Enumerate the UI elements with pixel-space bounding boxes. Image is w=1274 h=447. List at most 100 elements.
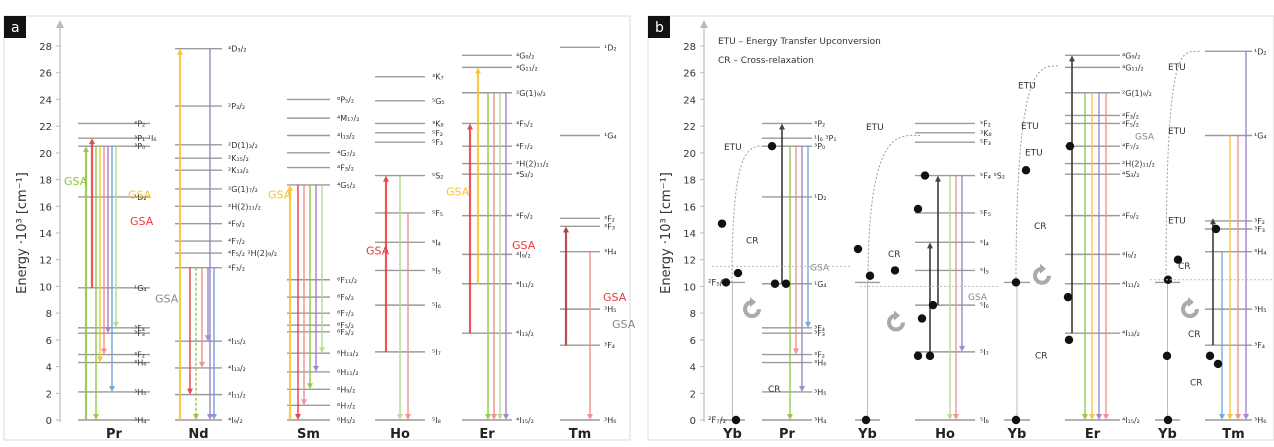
panel-b-pr-level-label: ¹I₆ ³P₁: [814, 134, 837, 143]
panel-b-pr-level-label: ³P₀: [814, 142, 825, 151]
panel-a-tick-label: 26: [39, 69, 52, 80]
panel-a-nd-level-label: ⁴F₅/₂ ²H(2)₉/₂: [228, 249, 277, 258]
panel-b-step-marker: [913, 351, 923, 361]
panel-a-tick-label: 16: [39, 202, 52, 213]
panel-b-ho-level-label: ⁵I₅: [980, 266, 989, 275]
panel-a-er-esa-arrow-head: [467, 123, 473, 130]
panel-a-nd-emission-arrow-head: [199, 361, 205, 368]
panel-a-ho-level-label: ⁵S₂: [432, 172, 444, 181]
panel-b-tm-level-label: ³F₃: [1254, 225, 1265, 234]
panel-a-sm-emission-arrow-head: [319, 347, 325, 354]
panel-a-tick-label: 10: [39, 282, 52, 293]
panel-b-tick-label: 26: [683, 69, 696, 80]
panel-a-tick-label: 20: [39, 149, 52, 160]
panel-b-tick-label: 18: [683, 176, 696, 187]
panel-b-etu-curve-pr: [731, 145, 771, 283]
panel-b-cr-label-3: CR: [888, 250, 901, 260]
panel-b-pr-level-label: ³H₆: [814, 359, 826, 368]
panel-b-ho-emission-arrow-head: [947, 414, 953, 420]
panel-a-tick-label: 24: [39, 95, 52, 106]
panel-b-tick-label: 12: [683, 256, 696, 267]
panel-a-tm-gsa2-label: GSA: [612, 318, 636, 331]
panel-a-ion-name-nd: Nd: [188, 427, 208, 442]
panel-a-tick-label: 28: [39, 42, 52, 53]
panel-b-tm-emission-arrow-head: [1235, 414, 1241, 420]
panel-b-step-marker: [1173, 255, 1183, 264]
panel-b-step-marker: [1065, 141, 1075, 151]
panel-b-tm-etu-arrow-head: [1210, 218, 1216, 225]
panel-b-step-marker: [1011, 415, 1021, 425]
panel-b-tm-level-label: ³H₄: [1254, 248, 1266, 257]
panel-b-recycle-icon-3: [1033, 266, 1051, 285]
panel-b-step-marker: [853, 244, 863, 254]
panel-b-step-marker: [733, 268, 743, 278]
panel-a-tm-level-label: ³F₄: [604, 341, 615, 350]
panel-a-tick-label: 14: [39, 229, 52, 240]
panel-a-tick-label: 2: [46, 389, 52, 400]
panel-b-recycle-icon-2: [887, 313, 905, 332]
panel-a-er-gsa-label: GSA: [446, 186, 470, 199]
panel-b-ho-etu-arrow-head: [927, 242, 933, 249]
panel-a-ion-name-tm: Tm: [569, 427, 591, 442]
panel-b-group-name-er: Er: [1085, 427, 1101, 442]
panel-b-frame: [647, 15, 1274, 441]
panel-a-pr-level-label: ³P₂: [134, 119, 145, 128]
panel-a-tick-label: 12: [39, 256, 52, 267]
panel-a-er-level-label: ⁴S₃/₂: [516, 170, 533, 179]
panel-a-sm-emission-arrow-head: [313, 365, 319, 372]
panel-a-sm-level-label: ⁶H₁₁/₂: [337, 368, 359, 377]
panel-b-group-name-tm: Tm: [1222, 427, 1244, 442]
panel-b-cr-label-1: CR: [746, 237, 759, 247]
panel-a-nd-level-label: ⁴I₉/₂: [228, 416, 243, 425]
panel-a-tm-level-label: ¹D₂: [604, 43, 617, 52]
panel-a-pr-gsa-arrow-head: [83, 146, 89, 153]
panel-b-tick-label: 4: [690, 363, 696, 374]
panel-b-er-level-label: ⁴F₅/₂: [1122, 119, 1139, 128]
panel-a-nd-level-label: ⁴D₃/₂: [228, 45, 246, 54]
panel-b-step-marker: [731, 415, 741, 425]
panel-b-cr-label-8: CR: [1190, 378, 1203, 388]
panel-a-sm-level-label: ⁴G₇/₂: [337, 149, 356, 158]
panel-a-pr-level-label: ³H₆: [134, 359, 146, 368]
panel-a-pr-emission-arrow-head: [109, 385, 115, 392]
panel-b-er-level-label: ⁴F₇/₂: [1122, 142, 1139, 151]
panel-a-nd-level-label: ⁴I₁₁/₂: [228, 391, 246, 400]
panel-b-er-level-label: ²G(1)₉/₂: [1122, 89, 1152, 98]
panel-b-pr-level-label: ³H₅: [814, 388, 826, 397]
panel-b-er-emission-arrow-head: [1103, 414, 1109, 420]
panel-b-step-marker: [1211, 224, 1221, 234]
panel-b-step-marker: [861, 415, 871, 425]
panel-b-step-marker: [1205, 351, 1215, 361]
panel-b-ho-level-label: ⁵F₃: [980, 138, 991, 147]
panel-a-nd-level-label: ⁴I₁₃/₂: [228, 364, 246, 373]
panel-b-ho-level-label: ⁵I₈: [980, 416, 989, 425]
panel-a-er-level-label: ²H(2)₁₁/₂: [516, 160, 549, 169]
panel-b-recycle-icon-4-head: [1188, 297, 1194, 308]
panel-b-er-emission-arrow-head: [1089, 414, 1095, 420]
panel-b-er-level-label: ⁴F₃/₂: [1122, 111, 1139, 120]
panel-a-tm-level-label: ³F₃: [604, 222, 615, 231]
panel-a-nd-level-label: ⁴F₃/₂: [228, 264, 245, 273]
panel-a-sm-gsa-label: GSA: [268, 188, 292, 201]
panel-a-pr-emission-arrow-head: [113, 321, 119, 328]
panel-a-sm-emission-arrow-head: [295, 414, 301, 420]
panel-b-etu-curve-tm: [1165, 50, 1201, 283]
panel-b-etu-curve-er: [1015, 65, 1061, 283]
panel-a-ho-level-label: ⁵I₇: [432, 348, 441, 357]
panel-a-pr-gsa-label: GSA: [64, 175, 88, 188]
panel-a-letter-box: [4, 16, 26, 38]
panel-b-tick-label: 20: [683, 149, 696, 160]
panel-a-pr-gsa2-label: GSA: [130, 215, 154, 228]
panel-a-nd-emission-arrow-head: [193, 414, 199, 420]
panel-b-tm-emission-arrow-head: [1243, 414, 1249, 420]
panel-b-recycle-icon-1: [743, 300, 761, 319]
panel-a-sm-level-label: ⁴M₁₇/₂: [337, 114, 359, 123]
panel-a-er-level-label: ⁴G₁₁/₂: [516, 63, 538, 72]
panel-b-tick-label: 10: [683, 282, 696, 293]
panel-a-sm-gsa-arrow-head: [287, 184, 293, 191]
panel-a-sm-level-label: ⁶F₁₁/₂: [337, 276, 357, 285]
panel-a-tm-level-label: ¹G₄: [604, 131, 617, 140]
panel-b-letter: b: [655, 20, 664, 36]
panel-a-tick-label: 18: [39, 176, 52, 187]
